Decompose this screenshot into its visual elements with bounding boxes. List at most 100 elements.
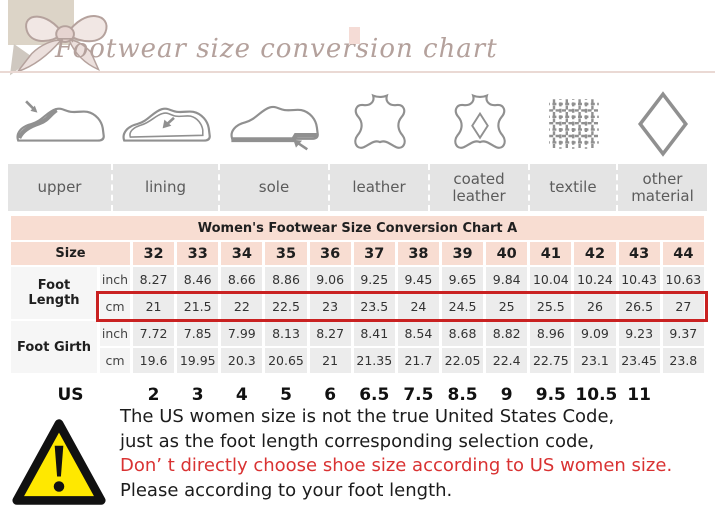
value-cell: 25.5: [530, 294, 572, 319]
coated-leather-hide-icon: [454, 93, 506, 149]
size-value: 41: [530, 242, 572, 265]
value-cell: 23.45: [618, 348, 660, 373]
size-value: 42: [574, 242, 616, 265]
page-title: Footwear size conversion chart: [55, 34, 498, 64]
size-value: 38: [397, 242, 439, 265]
warning-line: Don’ t directly choose shoe size accordi…: [120, 455, 673, 477]
us-value: 4: [235, 385, 248, 405]
value-cell: 23.1: [574, 348, 616, 373]
value-cell: 21.7: [397, 348, 439, 373]
warning-line: The US women size is not the true United…: [120, 406, 615, 427]
value-cell: 23.8: [662, 348, 704, 373]
size-value: 34: [221, 242, 263, 265]
ribbon-bow-icon: [9, 15, 108, 76]
us-value: 10.5: [575, 385, 616, 405]
size-table-body: Women's Footwear Size Conversion Chart A…: [11, 216, 704, 415]
warning-line: just as the foot length corresponding se…: [120, 430, 595, 452]
value-cell: 26.5: [618, 294, 660, 319]
table-row: cm 19.6 19.95 20.3 20.65 21 21.35 21.7 22.05 22.4…: [11, 348, 704, 373]
material-label-other-material: other material: [631, 169, 694, 205]
value-cell: 19.95: [177, 348, 219, 373]
unit-label: inch: [100, 267, 130, 292]
value-cell: 8.46: [177, 267, 219, 292]
size-value: 40: [486, 242, 528, 265]
size-conversion-table: Women's Footwear Size Conversion Chart A…: [8, 214, 707, 417]
material-labels-row: upper lining sole leather coated leather…: [8, 164, 707, 211]
value-cell: 8.54: [397, 321, 439, 346]
value-cell: 9.09: [574, 321, 616, 346]
value-cell: 21.5: [177, 294, 219, 319]
table-row: Size 32 33 34 35 36 37 38 39 40 41 42 43 44: [11, 242, 704, 265]
value-cell: 9.84: [486, 267, 528, 292]
value-cell: 22.5: [265, 294, 307, 319]
us-value: 11: [627, 385, 651, 405]
value-cell: 8.68: [441, 321, 484, 346]
material-label-sole: sole: [220, 164, 330, 211]
value-cell: 9.37: [662, 321, 704, 346]
value-cell: 8.13: [265, 321, 307, 346]
size-value: 35: [265, 242, 307, 265]
value-cell: 9.45: [397, 267, 439, 292]
size-value: 39: [441, 242, 484, 265]
value-cell: 24.5: [441, 294, 484, 319]
value-cell: 21: [133, 294, 175, 319]
value-cell: 21.35: [353, 348, 395, 373]
table-row: Foot Length inch 8.27 8.46 8.66 8.86 9.06 9.25 9…: [11, 267, 704, 319]
value-cell: 10.04: [530, 267, 572, 292]
table-row: cm 21 21.5 22 22.5 23 23.5 24 24.5 25 25.5 26 26.5 27: [11, 294, 704, 319]
value-cell: 9.23: [618, 321, 660, 346]
warning-text: The US women size is not the true United…: [120, 405, 672, 503]
header-divider: [0, 71, 715, 73]
us-value: 3: [191, 385, 204, 405]
row-group-label: Foot Length: [11, 267, 97, 319]
material-label-textile: textile: [530, 164, 618, 211]
value-cell: 8.86: [265, 267, 307, 292]
value-cell: 9.65: [441, 267, 484, 292]
value-cell: 26: [574, 294, 616, 319]
us-value: 7.5: [403, 385, 434, 405]
value-cell: 23: [309, 294, 351, 319]
warning-line: Please according to your foot length.: [120, 479, 453, 501]
us-value: 9.5: [535, 385, 566, 405]
table-row: Foot Girth inch 7.72 7.85 7.99 8.13 8.27 8.41 8.…: [11, 321, 704, 373]
us-row-label: US: [57, 385, 84, 405]
material-label-upper: upper: [8, 164, 113, 211]
header-pink-scrap: [349, 27, 360, 44]
unit-label: cm: [100, 294, 130, 319]
value-cell: 21: [309, 348, 351, 373]
size-value: 44: [662, 242, 704, 265]
size-value: 37: [353, 242, 395, 265]
table-title: Women's Footwear Size Conversion Chart A: [11, 216, 704, 240]
value-cell: 8.27: [309, 321, 351, 346]
size-row-label: Size: [11, 242, 130, 265]
table-row: US 2 3 4 5 6 6.5 7.5 8.5 9 9.5 10.5 11: [11, 375, 704, 415]
value-cell: 20.65: [265, 348, 307, 373]
us-value: 2: [147, 385, 160, 405]
value-cell: 22: [221, 294, 263, 319]
value-cell: 10.43: [618, 267, 660, 292]
us-value: 9: [500, 385, 513, 405]
size-value: 36: [309, 242, 351, 265]
value-cell: 10.24: [574, 267, 616, 292]
value-cell: 9.06: [309, 267, 351, 292]
size-value: 33: [177, 242, 219, 265]
unit-label: inch: [100, 321, 130, 346]
diamond-material-icon: [637, 91, 688, 157]
value-cell: 10.63: [662, 267, 704, 292]
value-cell: 20.3: [221, 348, 263, 373]
value-cell: 8.66: [221, 267, 263, 292]
us-value: 6: [324, 385, 337, 405]
size-value: 43: [618, 242, 660, 265]
value-cell: 7.99: [221, 321, 263, 346]
size-value: 32: [133, 242, 175, 265]
value-cell: 27: [662, 294, 704, 319]
shoe-upper-icon: [16, 100, 105, 142]
material-icons-row: [8, 88, 707, 160]
value-cell: 19.6: [133, 348, 175, 373]
textile-weave-icon: [549, 99, 599, 149]
leather-hide-icon: [354, 93, 406, 149]
value-cell: 24: [397, 294, 439, 319]
unit-label: cm: [100, 348, 130, 373]
shoe-lining-icon: [122, 107, 211, 142]
